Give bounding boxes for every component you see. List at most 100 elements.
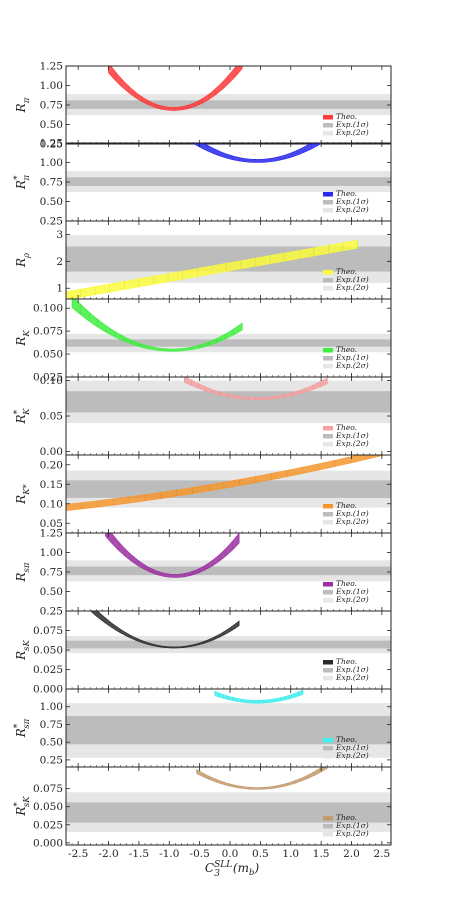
y-tick-label: 3 [56,229,63,241]
legend-exp-2sigma-label: Exp.(2σ) [335,829,369,838]
y-tick-label: 0.10 [40,375,63,387]
legend-exp-2sigma-label: Exp.(2σ) [335,283,369,292]
y-tick-label: 0.05 [40,518,63,530]
y-tick-label: 0.15 [40,479,63,491]
y-tick-label: 0.50 [40,737,63,749]
theory-band [193,143,323,163]
x-tick-label: 1.0 [282,848,299,860]
y-axis-label: R*π [13,175,32,191]
legend-theory-swatch [323,192,333,197]
y-axis-label: Rsπ [14,562,32,582]
theory-band [196,767,328,790]
y-tick-label: 1.00 [40,701,63,713]
legend-theory-swatch [323,816,333,821]
theory-band [105,533,240,578]
exp-1sigma-band [66,480,391,498]
y-tick-label: 0.75 [40,567,63,579]
legend-exp-2sigma-swatch [323,520,333,525]
legend-exp-1sigma-label: Exp.(1σ) [335,587,369,596]
y-tick-label: 0.50 [40,586,63,598]
legend-exp-1sigma-swatch [323,356,333,361]
y-axis-label: R*K [13,408,32,425]
x-tick-label: -1.0 [159,848,179,860]
exp-1sigma-band [66,640,391,649]
y-tick-label: 0.050 [33,645,63,657]
y-tick-label: 0.25 [40,606,63,618]
y-tick-label: 0.10 [40,498,63,510]
x-tick-label: -2.0 [98,848,118,860]
x-tick-label: 1.5 [313,848,330,860]
y-axis-label: Rρ [14,253,32,268]
y-tick-label: 0.025 [33,664,63,676]
x-tick-label: -2.5 [68,848,88,860]
legend-exp-2sigma-label: Exp.(2σ) [335,673,369,682]
exp-1sigma-band [66,177,391,186]
legend-theory-label: Theo. [336,112,357,121]
legend-exp-2sigma-label: Exp.(2σ) [335,751,369,760]
legend-exp-1sigma-swatch [323,123,333,128]
panel-4: 0.00 0.05 0.10 R*K Theo.Exp.(1σ)Exp.(2σ) [13,375,392,458]
theory-band [66,239,358,299]
y-axis-label: RK [14,330,32,347]
legend-exp-2sigma-swatch [323,832,333,837]
y-tick-label: 0.050 [33,349,63,361]
legend-theory-swatch [323,348,333,353]
legend-exp-1sigma-swatch [323,746,333,751]
legend-exp-1sigma-label: Exp.(1σ) [335,353,369,362]
y-tick-label: 1 [56,283,63,295]
exp-1sigma-band [66,802,391,823]
legend-exp-1sigma-label: Exp.(1σ) [335,275,369,284]
x-tick-label: 2.5 [374,848,391,860]
legend-theory-swatch [323,660,333,665]
y-tick-label: 0.000 [33,684,63,696]
legend-exp-2sigma-swatch [323,131,333,136]
y-tick-label: 0.025 [33,819,63,831]
legend-exp-1sigma-label: Exp.(1σ) [335,743,369,752]
y-tick-label: 0.075 [33,783,63,795]
legend-exp-2sigma-label: Exp.(2σ) [335,439,369,448]
legend-exp-1sigma-label: Exp.(1σ) [335,120,369,129]
legend-exp-1sigma-swatch [323,668,333,673]
y-axis-label: R*sπ [13,718,32,738]
y-tick-label: 0.05 [40,411,63,423]
panel-6: 0.25 0.50 0.75 1.00 1.25 Rsπ Theo.Exp.(1σ)Exp.… [14,528,392,618]
y-tick-label: 0.050 [33,801,63,813]
panel-0: 0.25 0.50 0.75 1.00 1.25 Rπ Theo.Exp.(1σ)Exp.(… [14,61,392,151]
x-tick-label: 2.0 [343,848,360,860]
legend-exp-2sigma-swatch [323,364,333,369]
y-tick-label: 0.20 [40,459,63,471]
theory-band [108,66,243,111]
y-axis-label: RsK [14,639,32,660]
theory-band [89,611,240,649]
y-tick-label: 0.000 [33,837,63,849]
legend-theory-swatch [323,504,333,509]
y-tick-label: 0.50 [40,119,63,131]
legend-exp-2sigma-swatch [323,676,333,681]
legend-theory-label: Theo. [336,813,357,822]
y-tick-label: 0.25 [40,216,63,228]
legend-theory-label: Theo. [336,189,357,198]
legend-theory-label: Theo. [336,735,357,744]
y-tick-label: 1.00 [40,80,63,92]
y-tick-label: 0.50 [40,196,63,208]
legend-theory-swatch [323,582,333,587]
legend-exp-2sigma-swatch [323,286,333,291]
legend-exp-1sigma-swatch [323,200,333,205]
legend-exp-2sigma-swatch [323,208,333,213]
panel-5: 0.05 0.10 0.15 0.20 RK* Theo.Exp.(1σ)Exp.(2σ) [14,454,392,534]
y-tick-label: 0.075 [33,326,63,338]
legend-exp-1sigma-swatch [323,512,333,517]
legend-exp-2sigma-label: Exp.(2σ) [335,595,369,604]
legend-exp-1sigma-label: Exp.(1σ) [335,821,369,830]
legend-exp-1sigma-label: Exp.(1σ) [335,665,369,674]
legend-theory-swatch [323,426,333,431]
y-tick-label: 0.75 [40,100,63,112]
legend-exp-2sigma-swatch [323,442,333,447]
legend-theory-label: Theo. [336,267,357,276]
y-tick-label: 0.25 [40,139,63,151]
legend-exp-2sigma-label: Exp.(2σ) [335,205,369,214]
panel-9: -2.5 -2.0 -1.5 -1.0 -0.5 0.0 0.5 1.0 1.5 2.0 2.5 0.… [13,766,392,860]
y-tick-label: 0.75 [40,719,63,731]
panel-frame [65,766,392,846]
